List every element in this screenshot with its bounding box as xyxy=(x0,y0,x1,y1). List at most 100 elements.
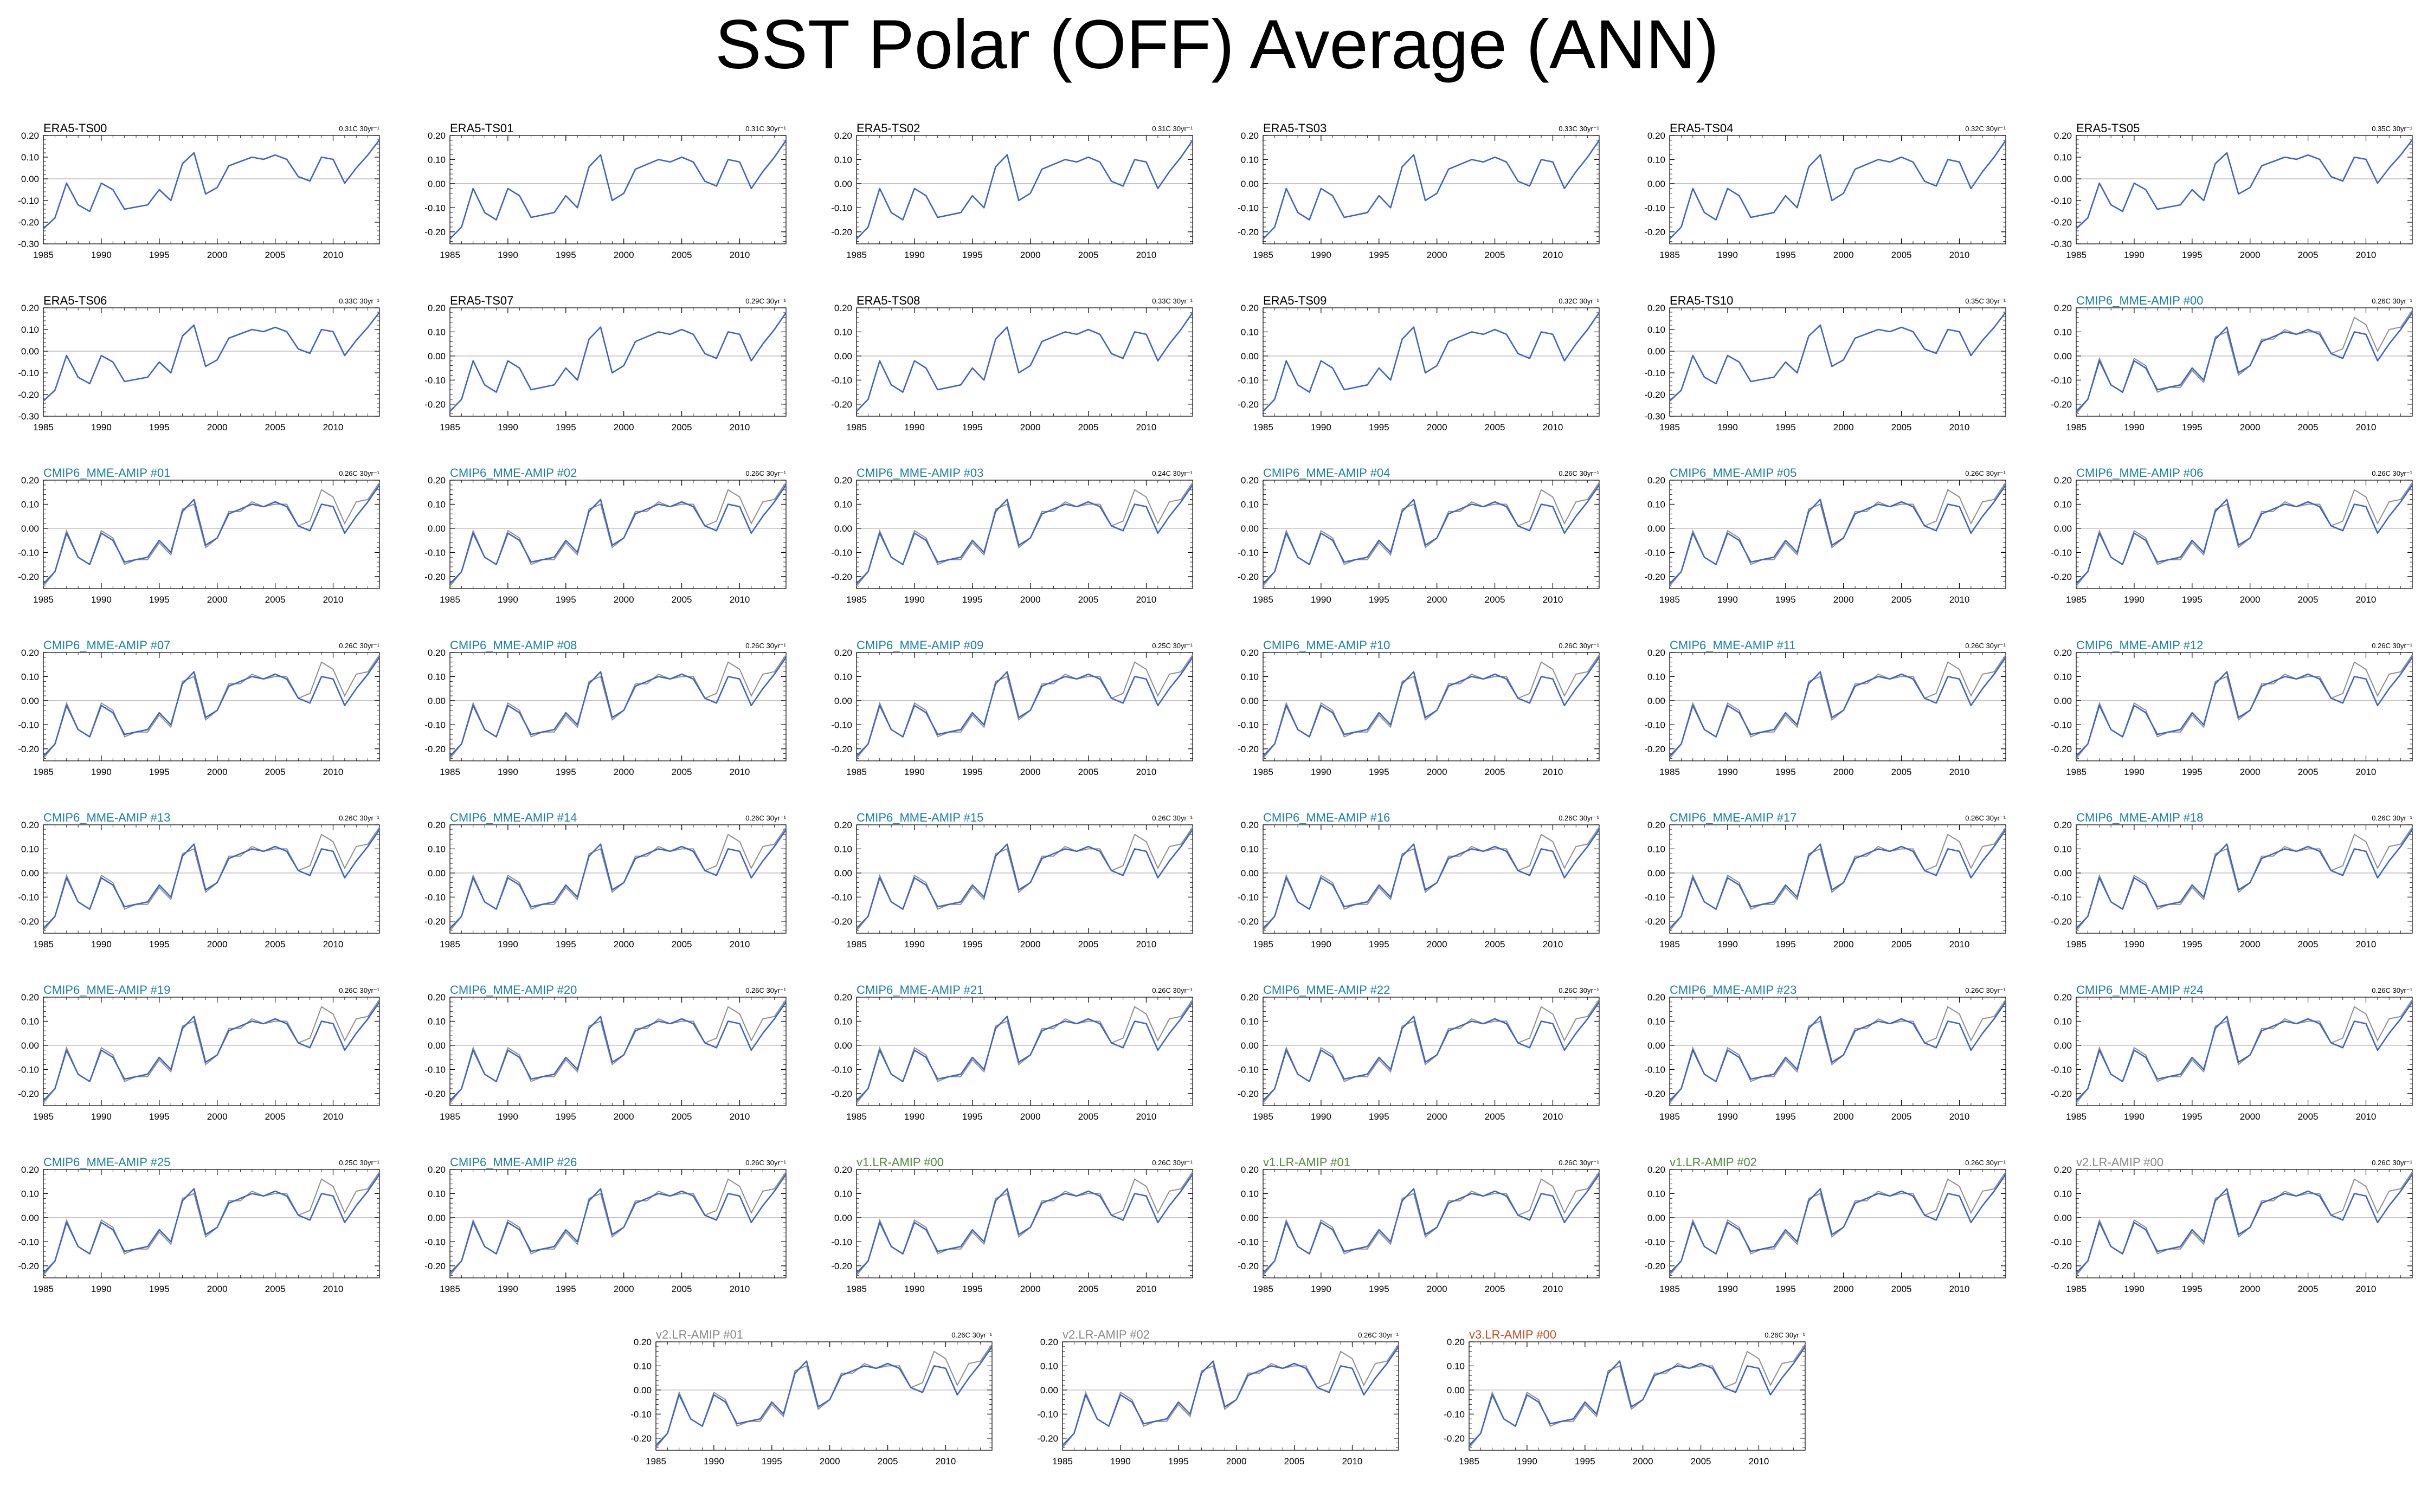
y-tick-label: -0.10 xyxy=(2051,375,2072,385)
x-tick-label: 1985 xyxy=(846,1112,867,1122)
y-tick-label: 0.20 xyxy=(834,992,852,1003)
y-tick-label: 0.10 xyxy=(21,844,39,854)
x-tick-label: 1995 xyxy=(1775,767,1796,777)
x-tick-label: 1990 xyxy=(1311,250,1331,260)
panel-title: ERA5-TS05 xyxy=(2076,121,2140,135)
y-tick-label: -0.20 xyxy=(18,390,39,400)
y-tick-label: -0.20 xyxy=(424,744,446,754)
x-tick-label: 2010 xyxy=(1543,250,1563,260)
y-tick-label: -0.20 xyxy=(1238,399,1259,410)
x-tick-label: 1995 xyxy=(2182,595,2203,605)
y-tick-label: -0.10 xyxy=(1238,1064,1259,1075)
y-tick-label: -0.10 xyxy=(18,720,39,730)
panel-title: CMIP6_MME-AMIP #06 xyxy=(2076,466,2203,480)
panel-27: CMIP6_MME-AMIP #16 0.26C 30yr⁻¹ 0.20 0.10 0.… xyxy=(1238,811,1600,949)
x-tick-label: 1995 xyxy=(149,250,170,260)
plot-frame xyxy=(43,135,380,244)
plot-frame xyxy=(43,480,380,589)
y-tick-label: -0.20 xyxy=(2051,572,2072,582)
y-tick-label: 0.00 xyxy=(834,868,852,878)
x-tick-label: 2000 xyxy=(207,939,228,949)
y-tick-label: 0.10 xyxy=(428,1016,446,1026)
y-tick-label: -0.10 xyxy=(424,547,446,558)
x-tick-label: 2005 xyxy=(1078,250,1099,260)
panel-26: CMIP6_MME-AMIP #15 0.26C 30yr⁻¹ 0.20 0.10 0.… xyxy=(831,811,1194,949)
panel-trend: 0.26C 30yr⁻¹ xyxy=(339,642,379,650)
y-tick-label: 0.00 xyxy=(21,696,39,706)
x-tick-label: 2005 xyxy=(672,595,692,605)
x-tick-label: 1985 xyxy=(33,595,54,605)
x-tick-label: 1990 xyxy=(904,767,925,777)
panel-title: CMIP6_MME-AMIP #20 xyxy=(450,983,577,997)
y-tick-label: 0.20 xyxy=(21,992,39,1003)
y-tick-label: -0.20 xyxy=(424,1089,446,1099)
y-tick-label: 0.00 xyxy=(21,1041,39,1051)
x-tick-label: 1990 xyxy=(2124,422,2145,432)
y-tick-label: -0.30 xyxy=(18,411,39,422)
x-tick-label: 1995 xyxy=(1775,939,1796,949)
y-tick-label: 0.20 xyxy=(21,820,39,830)
x-tick-label: 2005 xyxy=(1891,939,1912,949)
y-tick-label: -0.20 xyxy=(18,1089,39,1099)
plot-frame xyxy=(2076,652,2413,761)
x-tick-label: 1995 xyxy=(1369,422,1389,432)
x-tick-label: 1990 xyxy=(1311,1112,1331,1122)
plot-frame xyxy=(2076,135,2413,244)
reference-series-line xyxy=(2076,654,2413,759)
x-tick-label: 1990 xyxy=(1717,250,1738,260)
x-tick-label: 2000 xyxy=(1427,250,1447,260)
x-tick-label: 1985 xyxy=(440,250,460,260)
x-tick-label: 2005 xyxy=(672,250,692,260)
panel-trend: 0.26C 30yr⁻¹ xyxy=(339,986,379,994)
y-tick-label: 0.20 xyxy=(428,992,446,1003)
x-tick-label: 2000 xyxy=(1833,767,1854,777)
panel-34: CMIP6_MME-AMIP #23 0.26C 30yr⁻¹0.200.100.… xyxy=(1644,983,2007,1122)
panel-trend: 0.25C 30yr⁻¹ xyxy=(1152,642,1193,650)
x-tick-label: 2000 xyxy=(2240,939,2261,949)
x-tick-label: 2000 xyxy=(207,595,228,605)
y-tick-label: -0.10 xyxy=(1644,547,1665,558)
y-tick-label: 0.10 xyxy=(2054,499,2072,509)
x-tick-label: 2005 xyxy=(1078,939,1099,949)
y-tick-label: -0.10 xyxy=(1644,203,1665,213)
plot-frame xyxy=(1263,997,1600,1106)
model-series-line xyxy=(856,140,1194,240)
panel-6: ERA5-TS06 0.33C 30yr⁻¹ 0.20 0.10 0.00 -0.10 -0… xyxy=(18,294,381,432)
panel-title: CMIP6_MME-AMIP #17 xyxy=(1670,811,1796,824)
x-tick-label: 1985 xyxy=(440,767,460,777)
x-tick-label: 2005 xyxy=(1078,1112,1099,1122)
x-tick-label: 1990 xyxy=(2124,250,2145,260)
panel-20: CMIP6_MME-AMIP #09 0.25C 30yr⁻¹ 0.20 0.10 0.… xyxy=(831,638,1194,777)
x-tick-label: 2005 xyxy=(2298,250,2319,260)
panel-19: CMIP6_MME-AMIP #08 0.26C 30yr⁻¹ 0.20 0.10 0.… xyxy=(424,638,787,777)
reference-series-line xyxy=(2076,482,2413,587)
panel-title: CMIP6_MME-AMIP #14 xyxy=(450,811,577,824)
panel-title: ERA5-TS09 xyxy=(1263,294,1327,307)
panel-32: CMIP6_MME-AMIP #21 0.26C 30yr⁻¹ 0.20 0.10 0.… xyxy=(831,983,1194,1122)
y-tick-label: 0.20 xyxy=(21,131,39,141)
panel-trend: 0.31C 30yr⁻¹ xyxy=(339,125,379,133)
y-tick-label: 0.10 xyxy=(1647,671,1665,682)
x-tick-label: 2000 xyxy=(614,250,634,260)
x-tick-label: 1985 xyxy=(1253,1112,1273,1122)
x-tick-label: 1995 xyxy=(556,595,576,605)
plot-frame xyxy=(1669,824,2006,934)
plot-frame xyxy=(449,997,787,1106)
x-tick-label: 2000 xyxy=(614,422,634,432)
plot-frame xyxy=(856,997,1193,1106)
y-tick-label: 0.10 xyxy=(2054,152,2072,163)
x-tick-label: 2000 xyxy=(1427,1112,1447,1122)
y-tick-label: -0.20 xyxy=(2051,744,2072,754)
x-tick-label: 2000 xyxy=(1833,595,1854,605)
panel-trend: 0.26C 30yr⁻¹ xyxy=(745,469,786,477)
y-tick-label: 0.00 xyxy=(834,696,852,706)
x-tick-label: 1985 xyxy=(2066,422,2087,432)
plot-frame xyxy=(856,652,1193,761)
panel-trend: 0.33C 30yr⁻¹ xyxy=(1559,125,1599,133)
y-tick-label: 0.20 xyxy=(1647,475,1665,486)
x-tick-label: 2000 xyxy=(1020,1112,1041,1122)
panel-trend: 0.26C 30yr⁻¹ xyxy=(1152,814,1193,822)
plot-frame xyxy=(1669,652,2006,761)
x-tick-label: 2005 xyxy=(1078,422,1099,432)
model-series-line xyxy=(856,829,1194,929)
